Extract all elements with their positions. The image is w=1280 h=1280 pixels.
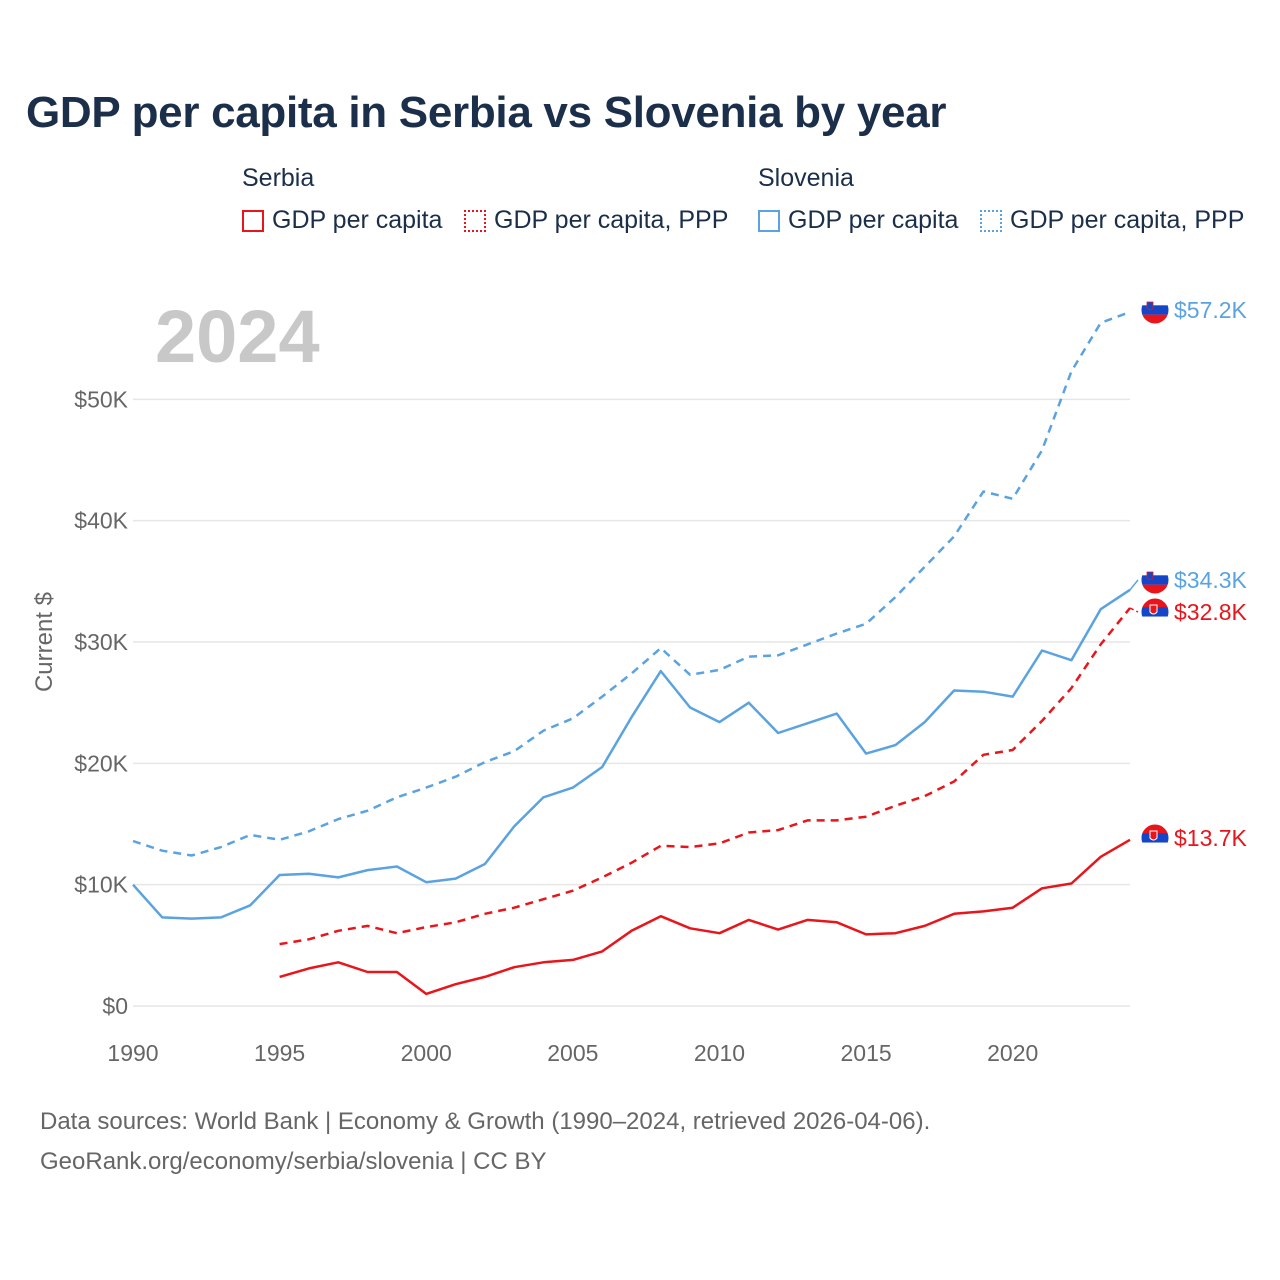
y-tick-label: $30K <box>74 629 128 655</box>
legend-item-slovenia-gdp[interactable]: GDP per capita <box>758 206 958 235</box>
legend-swatch-dotted-icon <box>464 209 486 232</box>
end-value-label: $57.2K <box>1174 297 1248 323</box>
x-tick-label: 2005 <box>547 1040 598 1066</box>
y-axis-label: Current $ <box>31 592 58 692</box>
y-tick-label: $50K <box>74 386 128 412</box>
chart-title: GDP per capita in Serbia vs Slovenia by … <box>26 88 947 137</box>
series-line <box>132 588 1131 920</box>
legend-item-slovenia-gdp-ppp[interactable]: GDP per capita, PPP <box>980 206 1244 235</box>
legend-swatch-dotted-icon <box>980 209 1002 232</box>
legend-group-slovenia: Slovenia <box>758 164 854 192</box>
legend-label: GDP per capita, PPP <box>1010 206 1245 234</box>
y-tick-label: $10K <box>74 872 128 898</box>
footer-sources: Data sources: World Bank | Economy & Gro… <box>40 1108 931 1135</box>
legend-swatch-solid-icon <box>242 209 264 232</box>
x-tick-label: 1990 <box>107 1040 158 1066</box>
label-leader <box>1129 579 1139 591</box>
series-line <box>132 310 1131 857</box>
y-tick-label: $40K <box>74 508 128 534</box>
end-value-label: $34.3K <box>1174 567 1248 593</box>
x-tick-label: 2000 <box>401 1040 452 1066</box>
label-leader <box>1129 607 1139 613</box>
legend-swatch-solid-icon <box>758 209 780 232</box>
x-tick-label: 2015 <box>841 1040 892 1066</box>
legend-group-serbia: Serbia <box>242 164 315 192</box>
y-tick-label: $0 <box>102 993 128 1019</box>
end-value-label: $32.8K <box>1174 599 1248 625</box>
legend-item-serbia-gdp-ppp[interactable]: GDP per capita, PPP <box>464 206 728 235</box>
x-tick-label: 2010 <box>694 1040 745 1066</box>
legend-label: GDP per capita <box>272 206 443 234</box>
series-line <box>279 838 1131 996</box>
serbia-flag-icon <box>1140 823 1170 853</box>
series-line <box>279 607 1131 946</box>
slovenia-flag-icon <box>1140 295 1170 325</box>
end-value-label: $13.7K <box>1174 825 1248 851</box>
legend-label: GDP per capita, PPP <box>494 206 729 234</box>
x-tick-label: 1995 <box>254 1040 305 1066</box>
legend-label: GDP per capita <box>788 206 959 234</box>
footer-link[interactable]: GeoRank.org/economy/serbia/slovenia | CC… <box>40 1148 547 1175</box>
year-watermark: 2024 <box>155 295 320 378</box>
slovenia-flag-icon <box>1140 565 1170 595</box>
serbia-flag-icon <box>1140 597 1170 627</box>
x-tick-label: 2020 <box>987 1040 1038 1066</box>
y-tick-label: $20K <box>74 750 128 776</box>
legend-item-serbia-gdp[interactable]: GDP per capita <box>242 206 442 235</box>
